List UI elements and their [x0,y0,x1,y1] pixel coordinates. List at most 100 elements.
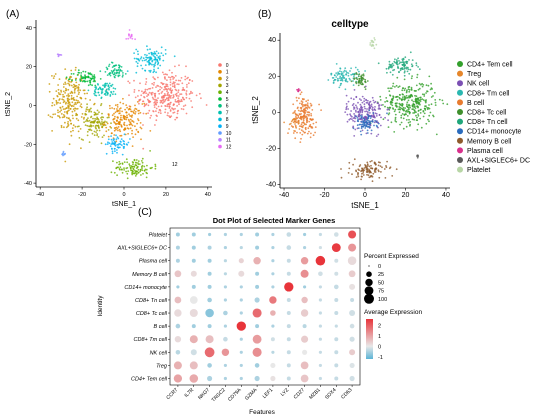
point [432,95,434,97]
point [100,123,102,126]
point [118,121,120,124]
dot [286,324,291,329]
dot [349,323,355,329]
point [394,58,396,61]
point [395,168,398,171]
point [410,63,413,66]
dot [223,310,228,316]
point [365,171,368,173]
point [362,170,365,173]
point [421,98,424,100]
point [170,115,173,117]
point [409,121,412,123]
point [102,121,105,124]
point [69,75,72,78]
point [108,65,110,68]
point [392,97,394,100]
point [61,116,64,119]
point [402,87,405,90]
point [352,103,355,105]
point [157,105,160,108]
point [158,92,161,95]
point [80,106,83,109]
dot [223,285,227,289]
point [134,104,136,107]
point [110,147,113,150]
point [70,90,73,93]
point [370,105,373,108]
point [344,111,347,113]
point [60,113,63,115]
point [169,81,172,84]
point [146,48,149,51]
point [397,57,399,60]
point [380,116,382,119]
point [82,70,85,73]
dot [286,298,291,302]
point [53,104,56,106]
point [151,87,154,89]
dot [315,255,326,266]
point [404,97,407,100]
point [70,130,72,133]
point [390,100,393,103]
point [363,97,366,100]
point [127,37,130,40]
point [76,95,78,98]
dot [286,232,292,237]
point [134,175,137,177]
point [135,71,138,74]
point [425,84,428,87]
point [56,53,59,56]
dot [301,296,308,304]
point [96,134,98,137]
point [375,167,378,170]
dot [221,348,230,357]
point [349,70,351,72]
point [87,120,89,123]
point [389,87,392,90]
point [58,78,61,80]
dot [300,256,309,265]
point [386,112,388,115]
point [168,107,171,109]
point [405,66,408,69]
point [377,62,380,65]
point [129,105,132,108]
point [402,108,404,111]
legend-label: Plasma cell [467,148,503,155]
legend-swatch [218,83,222,88]
dot [173,374,183,383]
point [347,100,350,103]
legend-swatch [457,70,463,77]
point [181,96,184,99]
point [356,107,359,110]
point [340,168,342,170]
point [176,105,179,107]
point [166,94,169,97]
point [125,116,128,119]
point [188,97,191,100]
point [358,79,360,82]
point [391,73,394,76]
point [118,160,121,163]
cluster-8 [126,45,176,74]
point [398,71,400,74]
point [373,124,375,127]
point [151,166,153,169]
point [421,85,424,88]
dot [173,361,182,370]
point [408,95,410,98]
point [79,78,82,80]
point [88,73,90,75]
point [94,94,96,97]
point [185,90,188,92]
dot [348,230,357,239]
point [71,127,74,129]
point [58,98,61,100]
point [368,120,370,122]
point [283,121,285,124]
point [296,131,298,134]
point [387,108,390,111]
point [131,161,134,163]
